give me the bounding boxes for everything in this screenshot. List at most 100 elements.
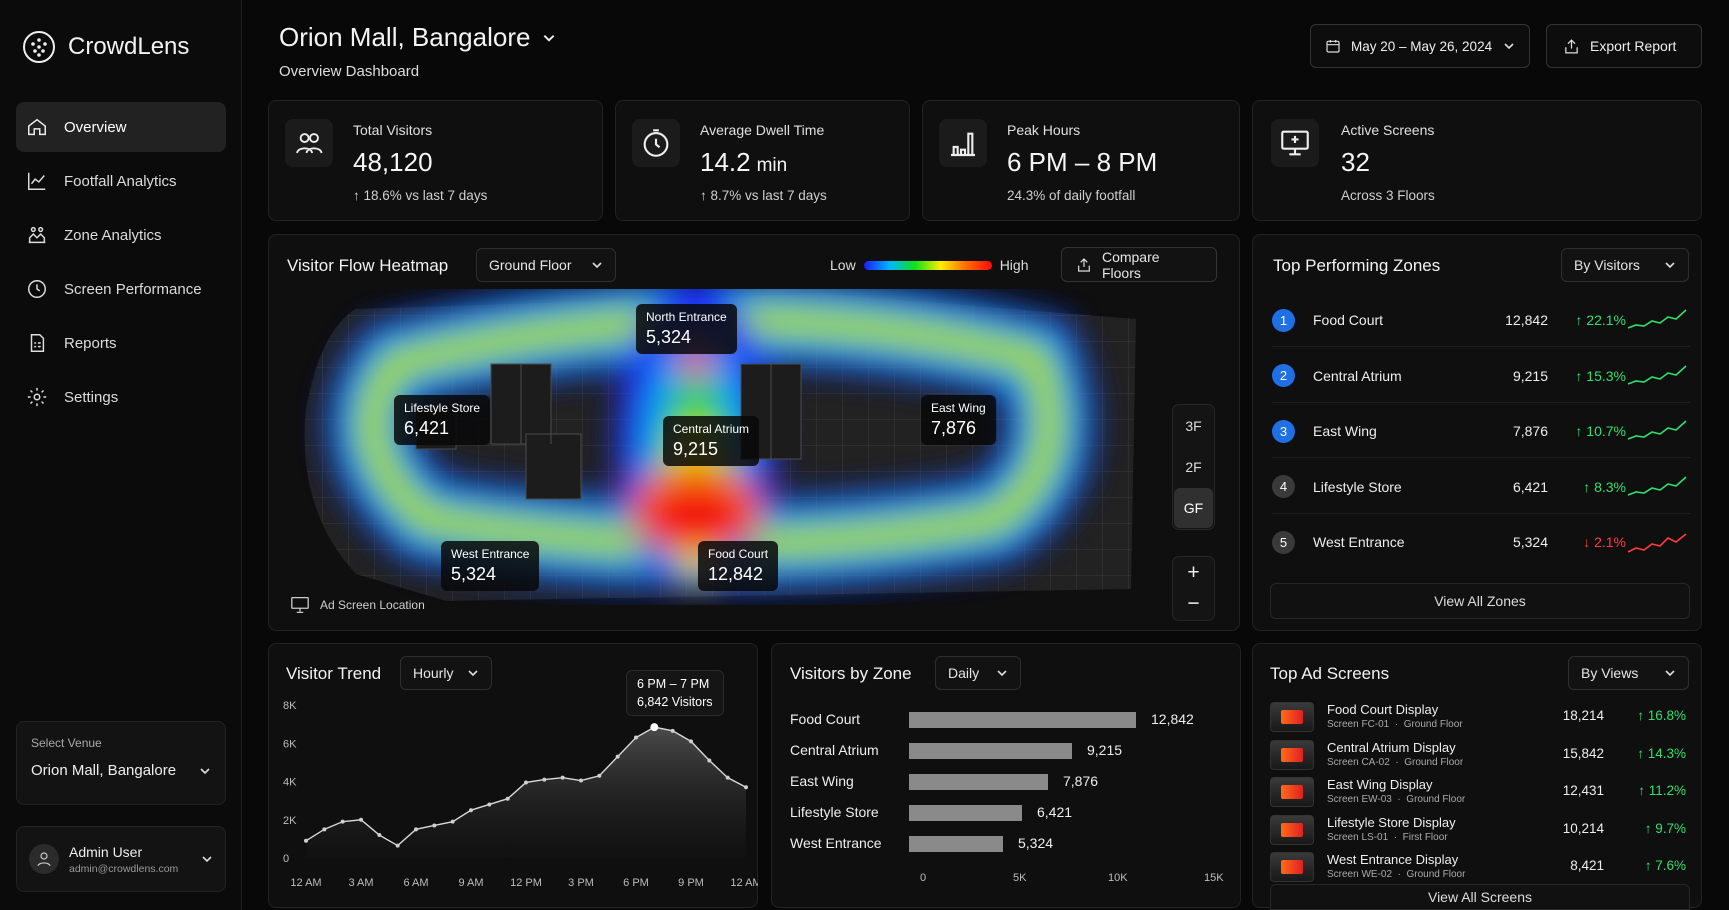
zoom-controls: + − <box>1172 556 1215 621</box>
trend-point[interactable] <box>414 827 418 832</box>
trend-point[interactable] <box>725 775 730 780</box>
top-zone-row[interactable]: 2 Central Atrium 9,215 ↑ 15.3% <box>1272 350 1692 402</box>
trend-point[interactable] <box>524 780 528 785</box>
trend-y-tick: 2K <box>283 815 297 827</box>
top-zone-row[interactable]: 5 West Entrance 5,324 ↓ 2.1% <box>1272 516 1692 568</box>
zone-label-north-entrance[interactable]: North Entrance 5,324 <box>636 304 737 354</box>
trend-point[interactable] <box>487 802 492 807</box>
trend-point[interactable] <box>597 773 602 778</box>
trend-point[interactable] <box>634 735 638 740</box>
trend-point[interactable] <box>340 819 345 824</box>
trend-point[interactable] <box>707 758 712 763</box>
zone-label-east-wing[interactable]: East Wing 7,876 <box>921 395 996 445</box>
brand-name: CrowdLens <box>68 33 190 60</box>
date-range-value: May 20 – May 26, 2024 <box>1351 38 1493 54</box>
bar[interactable] <box>909 774 1048 790</box>
ad-screen-row[interactable]: Central Atrium Display Screen CA-02 · Gro… <box>1270 738 1700 774</box>
sidebar-item-zone-analytics[interactable]: Zone Analytics <box>16 210 226 260</box>
trend-point[interactable] <box>304 838 308 843</box>
trend-point[interactable] <box>579 778 583 783</box>
floor-button-gf[interactable]: GF <box>1174 488 1213 528</box>
bar[interactable] <box>909 836 1003 852</box>
trend-point[interactable] <box>322 827 327 832</box>
floor-select-value: Ground Floor <box>489 257 572 273</box>
zone-label-name: Central Atrium <box>673 422 750 436</box>
top-zones-sort-value: By Visitors <box>1574 257 1640 273</box>
trend-peak-point[interactable] <box>650 723 659 732</box>
ad-screen-row[interactable]: Lifestyle Store Display Screen LS-01 · Fi… <box>1270 813 1700 849</box>
trend-point[interactable] <box>505 796 510 801</box>
kpi-sub: ↑ 18.6% vs last 7 days <box>353 188 488 203</box>
ad-screen-row[interactable]: West Entrance Display Screen WE-02 · Grou… <box>1270 850 1700 886</box>
screen-preview-icon <box>1281 785 1303 799</box>
floor-select[interactable]: Ground Floor <box>476 248 616 282</box>
venue-selector[interactable]: Select Venue Orion Mall, Bangalore <box>16 721 226 805</box>
trend-point[interactable] <box>744 785 748 790</box>
brand[interactable]: CrowdLens <box>22 30 189 64</box>
zone-label-central-atrium[interactable]: Central Atrium 9,215 <box>663 416 760 466</box>
trend-x-tick: 3 AM <box>348 877 373 889</box>
zone-sparkline <box>1627 475 1687 496</box>
visitor-trend-chart[interactable]: 0 2K 4K 6K 8K 12 AM 3 AM 6 AM 9 AM 12 PM 3 PM 6 PM 9… <box>268 690 758 908</box>
top-zone-row[interactable]: 1 Food Court 12,842 ↑ 22.1% <box>1272 294 1692 346</box>
trend-point[interactable] <box>432 823 437 828</box>
chevron-down-icon <box>468 670 478 677</box>
screen-thumbnail <box>1270 814 1314 845</box>
zone-label-food-court[interactable]: Food Court 12,842 <box>698 541 779 591</box>
trend-point[interactable] <box>395 843 400 848</box>
zone-change: ↑ 8.3% <box>1583 478 1626 495</box>
date-range-picker[interactable]: May 20 – May 26, 2024 <box>1310 24 1530 68</box>
zone-name: West Entrance <box>1313 534 1405 550</box>
bar[interactable] <box>909 805 1022 821</box>
zoom-out-icon[interactable]: − <box>1187 592 1200 616</box>
floor-button-3f[interactable]: 3F <box>1185 418 1202 434</box>
venue-title-dropdown[interactable]: Orion Mall, Bangalore <box>279 22 556 53</box>
screen-meta: Screen EW-03 · Ground Floor <box>1327 794 1466 805</box>
trend-point[interactable] <box>560 775 565 780</box>
by-zone-interval-select[interactable]: Daily <box>935 656 1021 690</box>
trend-point[interactable] <box>689 739 693 744</box>
top-zone-row[interactable]: 4 Lifestyle Store 6,421 ↑ 8.3% <box>1272 461 1692 513</box>
trend-point[interactable] <box>450 819 455 824</box>
bar[interactable] <box>909 712 1136 728</box>
zoom-in-icon[interactable]: + <box>1187 560 1200 584</box>
sidebar-item-footfall-analytics[interactable]: Footfall Analytics <box>16 156 226 206</box>
bar-axis-tick: 15K <box>1204 872 1224 884</box>
trend-point[interactable] <box>377 833 382 838</box>
sidebar-item-label: Footfall Analytics <box>64 172 177 190</box>
trend-point[interactable] <box>670 728 675 733</box>
trend-point[interactable] <box>359 817 363 822</box>
zone-name: East Wing <box>1313 423 1377 439</box>
zone-label-name: East Wing <box>931 401 986 415</box>
ad-screen-row[interactable]: Food Court Display Screen FC-01 · Ground … <box>1270 700 1700 736</box>
view-all-zones-button[interactable]: View All Zones <box>1270 583 1690 619</box>
top-zone-row[interactable]: 3 East Wing 7,876 ↑ 10.7% <box>1272 405 1692 457</box>
screen-meta: Screen LS-01 · First Floor <box>1327 831 1448 843</box>
zone-label-west-entrance[interactable]: West Entrance 5,324 <box>441 541 540 591</box>
export-report-button[interactable]: Export Report <box>1546 24 1702 68</box>
sidebar-item-screen-performance[interactable]: Screen Performance <box>16 264 226 314</box>
trend-point[interactable] <box>469 808 473 813</box>
ad-screen-row[interactable]: East Wing Display Screen EW-03 · Ground F… <box>1270 775 1700 811</box>
top-zones-sort-select[interactable]: By Visitors <box>1561 248 1689 282</box>
floor-button-2f[interactable]: 2F <box>1185 459 1202 475</box>
zone-label-lifestyle-store[interactable]: Lifestyle Store 6,421 <box>394 395 491 445</box>
trend-interval-select[interactable]: Hourly <box>400 656 492 690</box>
compare-floors-button[interactable]: Compare Floors <box>1061 247 1217 282</box>
screen-id: Screen EW-03 <box>1327 794 1392 805</box>
users-icon <box>285 119 333 167</box>
sidebar-item-overview[interactable]: Overview <box>16 102 226 152</box>
trend-x-tick: 6 PM <box>623 877 649 889</box>
ad-screens-sort-select[interactable]: By Views <box>1568 656 1689 690</box>
kpi-number: 48,120 <box>353 147 433 177</box>
zone-visitors: 9,215 <box>1512 367 1548 384</box>
trend-point[interactable] <box>615 754 620 759</box>
sidebar-item-settings[interactable]: Settings <box>16 372 226 422</box>
bar[interactable] <box>909 743 1072 759</box>
trend-point[interactable] <box>542 777 547 782</box>
kpi-number: 14.2 <box>700 147 751 177</box>
user-menu[interactable]: Admin User admin@crowdlens.com <box>16 826 226 892</box>
view-all-screens-button[interactable]: View All Screens <box>1270 884 1690 910</box>
sidebar-item-reports[interactable]: Reports <box>16 318 226 368</box>
sidebar-item-label: Reports <box>64 334 117 352</box>
